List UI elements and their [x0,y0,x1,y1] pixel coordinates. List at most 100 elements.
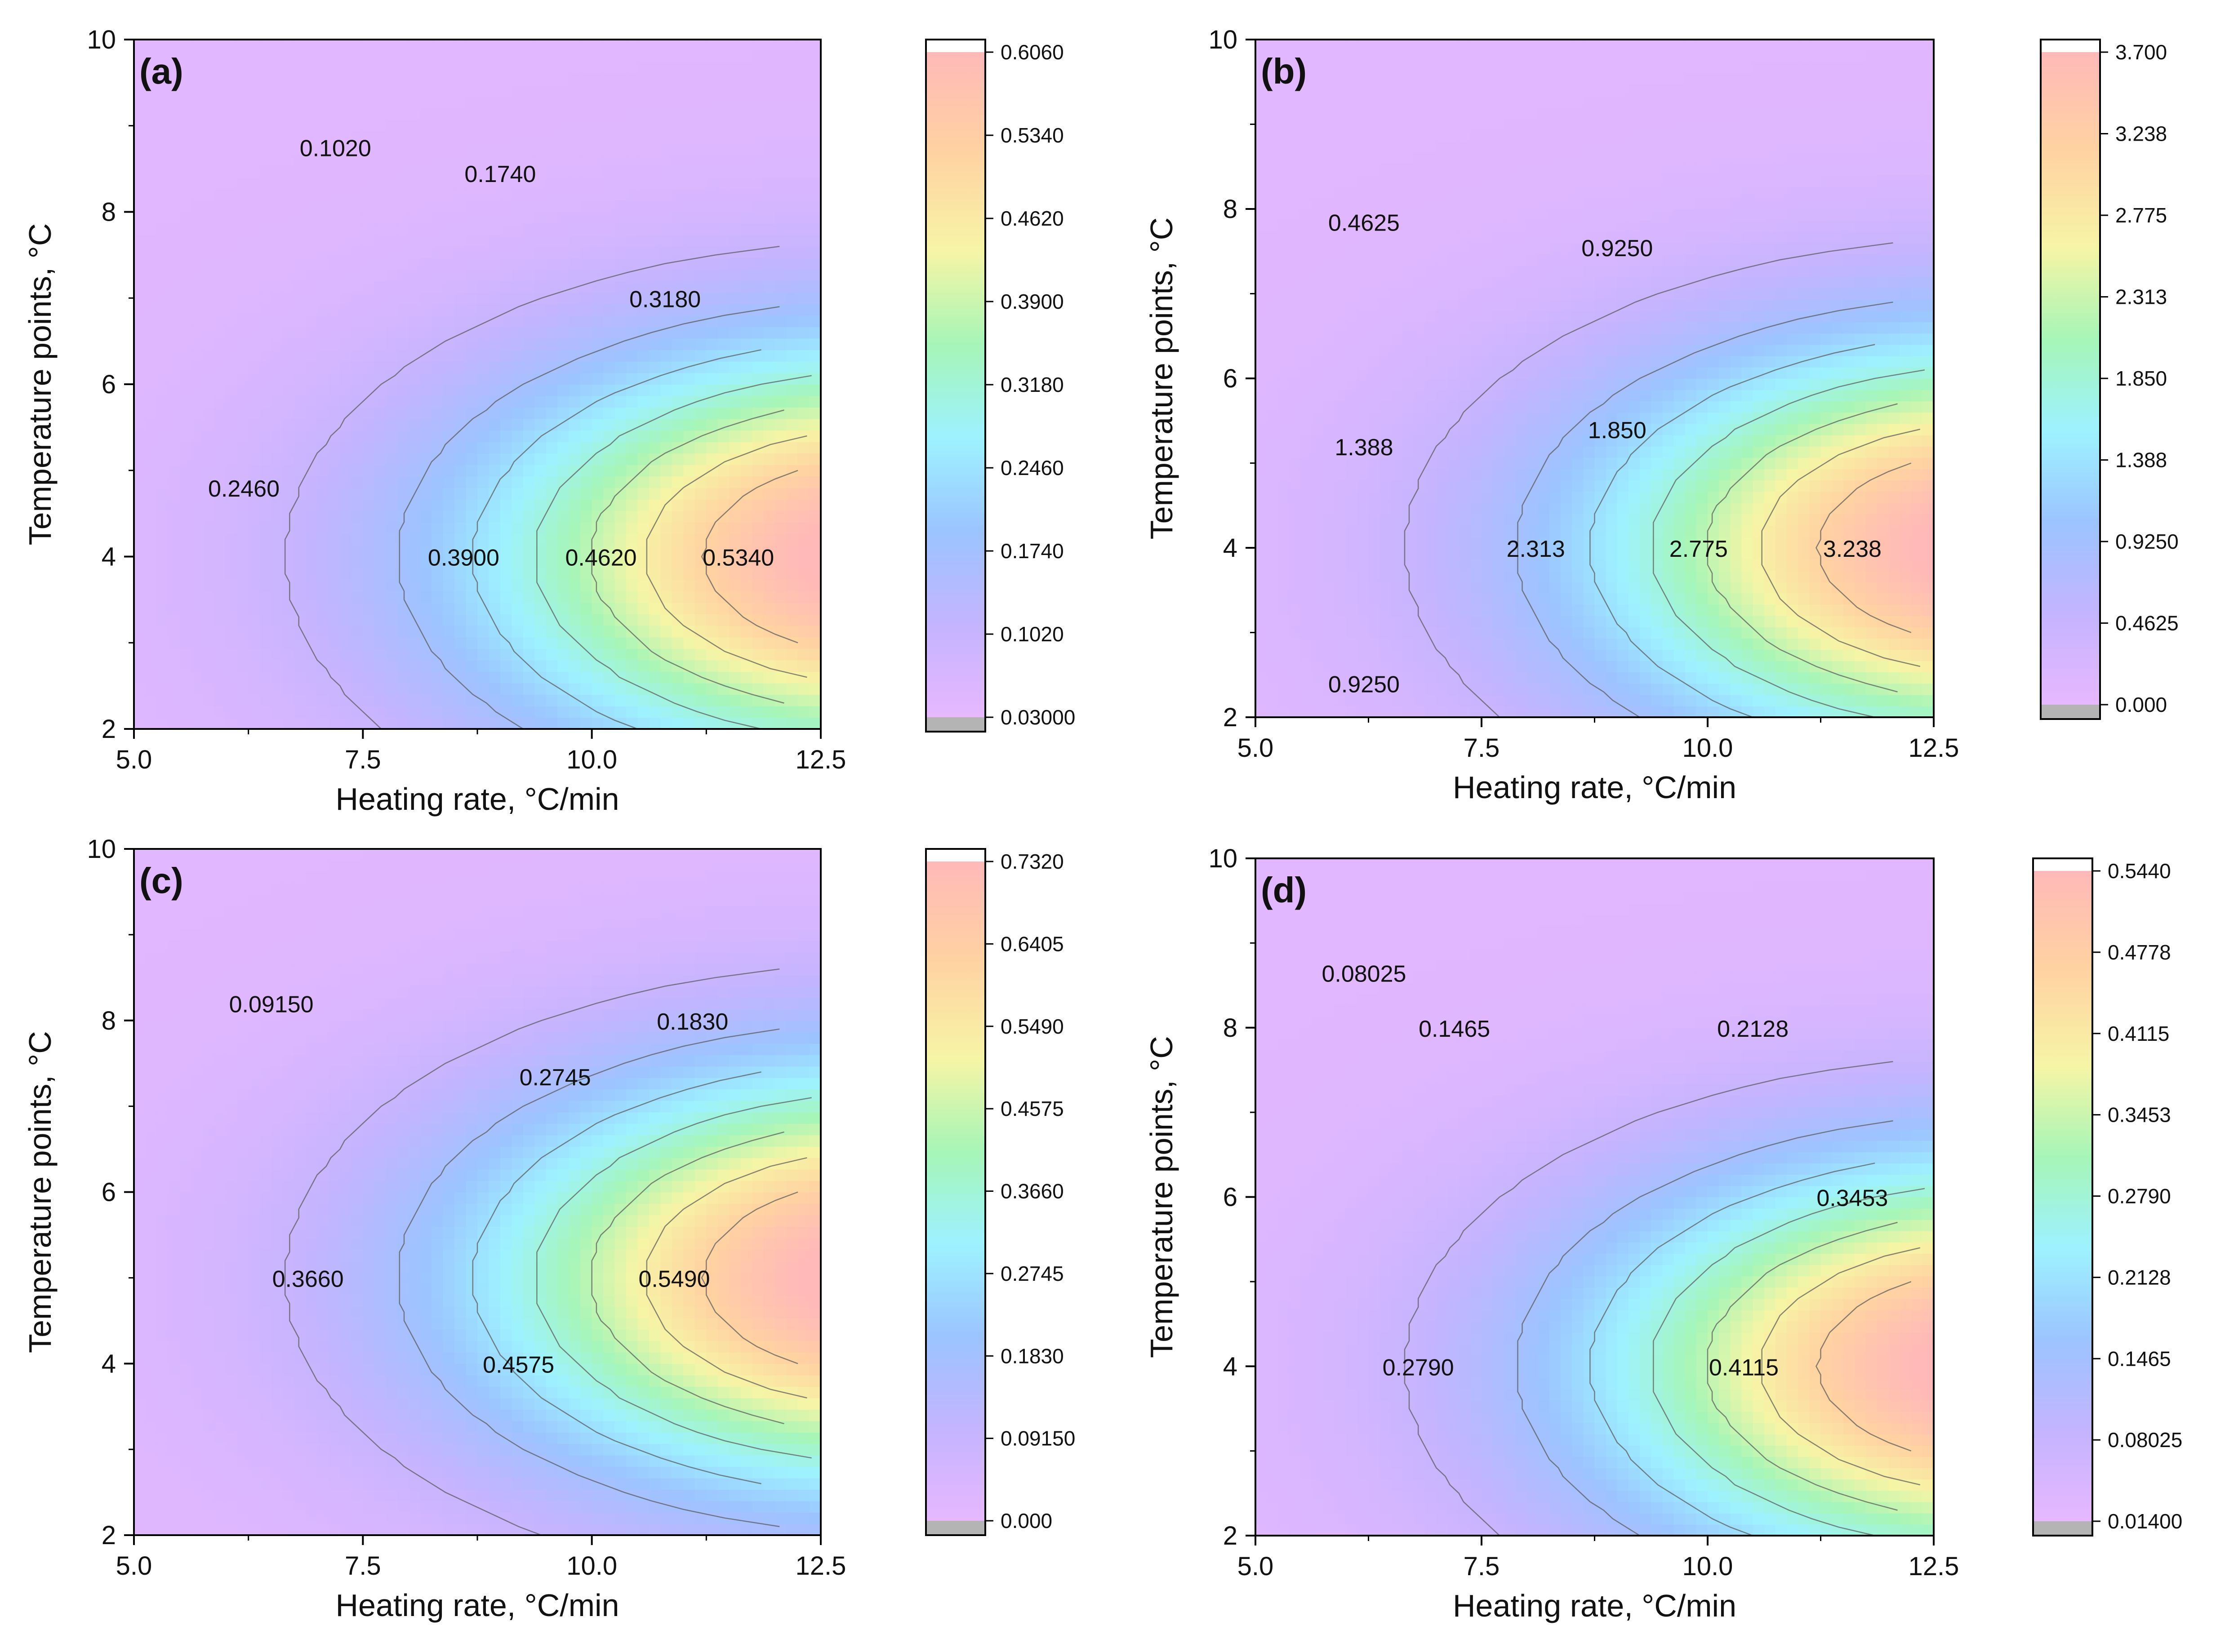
heat-cell [763,671,775,684]
heat-cell [649,464,661,477]
heat-cell [225,177,237,190]
heat-cell [145,292,157,304]
heat-cell [306,579,318,591]
heat-cell [592,464,604,477]
heat-cell [271,614,283,626]
heat-cell [546,373,558,385]
heat-cell [717,177,730,190]
heat-cell [1504,661,1516,673]
heat-cell [363,74,375,86]
heat-cell [283,717,295,729]
heat-cell [214,648,226,661]
heat-cell [237,511,249,523]
heat-cell [454,235,467,247]
heat-cell [397,338,409,351]
heat-cell [225,166,237,178]
heat-cell [580,120,592,132]
heat-cell [763,166,775,178]
heat-cell [1414,243,1426,255]
heat-cell [145,166,157,178]
heat-cell [1436,582,1448,594]
heat-cell [432,304,444,316]
heat-cell [477,97,489,109]
heat-cell [363,373,375,385]
heat-cell [1493,525,1505,537]
heat-cell [351,235,364,247]
heat-cell [798,166,810,178]
heat-cell [580,476,592,488]
heat-cell [1357,265,1369,277]
heat-cell [1368,661,1380,673]
heat-cell [489,602,501,615]
heat-cell [660,717,672,729]
heat-cell [202,40,215,52]
heat-cell [374,395,387,408]
heat-cell [1436,570,1448,582]
heat-cell [420,453,432,465]
heat-cell [225,637,237,649]
heat-cell [363,108,375,120]
heat-cell [168,683,180,695]
heat-cell [1255,175,1267,187]
heat-cell [534,418,547,431]
heat-cell [214,235,226,247]
heat-cell [145,499,157,511]
heat-cell [271,533,283,546]
heat-cell [1312,152,1324,164]
heat-cell [637,522,650,534]
heat-cell [614,200,627,213]
heat-cell [156,108,169,120]
heat-cell [649,97,661,109]
heat-cell [156,545,169,557]
heat-cell [260,556,272,568]
heat-cell [683,637,695,649]
heat-cell [500,350,512,362]
heat-cell [134,683,146,695]
heat-cell [409,120,421,132]
heat-cell [740,51,752,63]
heat-cell [466,223,478,235]
heat-cell [512,120,524,132]
heat-cell [1323,401,1335,413]
heat-cell [443,108,455,120]
heat-cell [569,648,581,661]
heat-cell [1357,141,1369,153]
heat-cell [1379,604,1392,616]
heat-cell [1289,435,1301,447]
heat-cell [637,430,650,442]
heat-cell [409,223,421,235]
heat-cell [248,395,260,408]
heat-cell [752,177,764,190]
heat-cell [672,51,684,63]
heat-cell [214,671,226,684]
heat-cell [546,522,558,534]
heat-cell [202,453,215,465]
heat-cell [134,235,146,247]
heat-cell [740,395,752,408]
heat-cell [809,280,821,293]
heat-cell [237,143,249,155]
heat-cell [1357,152,1369,164]
heat-cell [466,717,478,729]
heat-cell [248,660,260,672]
heat-cell [168,120,180,132]
heat-cell [1278,649,1290,662]
heat-cell [260,694,272,706]
heat-cell [168,280,180,293]
heat-cell [248,441,260,454]
heat-cell [557,511,570,523]
heat-cell [477,660,489,672]
heat-cell [592,579,604,591]
heat-cell [409,683,421,695]
heat-cell [740,338,752,351]
heat-cell [248,683,260,695]
heat-cell [340,97,352,109]
heat-cell [466,166,478,178]
heat-cell [1470,514,1482,526]
heat-cell [386,258,398,270]
heat-cell [1391,423,1403,435]
heat-cell [1335,615,1346,627]
heat-cell [294,189,306,201]
heat-cell [168,62,180,75]
heat-cell [363,671,375,684]
